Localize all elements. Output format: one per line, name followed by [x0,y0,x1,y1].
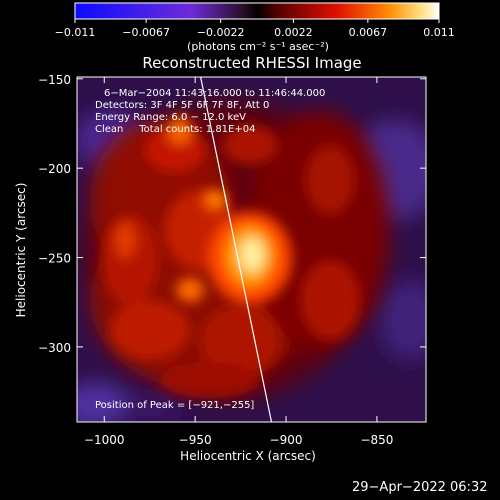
chart-title: Reconstructed RHESSI Image [142,54,361,72]
colorbar-tick-label: −0.011 [55,26,96,39]
colorbar: −0.011 −0.0067 −0.0022 0.0022 0.0067 0.011 (p… [55,2,455,53]
colorbar-tick-label: 0.0022 [274,26,313,39]
colorbar-tick-label: 0.0067 [349,26,388,39]
plot-frame [76,76,427,423]
peak-position-label: Position of Peak = [−921,−255] [95,400,254,411]
info-line-time: 6−Mar−2004 11:43:16.000 to 11:46:44.000 [104,88,325,99]
x-tick-label: −950 [179,433,212,447]
info-line-energy: Energy Range: 6.0 − 12.0 keV [95,112,246,123]
x-tick-label: −850 [360,433,393,447]
x-tick-label: −900 [270,433,303,447]
colorbar-ticks: −0.011 −0.0067 −0.0022 0.0022 0.0067 0.011 [55,19,455,39]
y-tick-label: −250 [38,252,71,266]
x-axis-label: Heliocentric X (arcsec) [180,449,316,463]
x-axis-ticks: −1000 −950 −900 −850 [84,77,393,447]
info-line-detectors: Detectors: 3F 4F 5F 6F 7F 8F, Att 0 [95,100,269,111]
solar-limb-line [200,77,273,422]
colorbar-tick-label: −0.0022 [197,26,245,39]
y-tick-label: −300 [38,341,71,355]
info-line-clean: Clean Total counts: 1.81E+04 [95,124,255,135]
colorbar-gradient [74,2,440,20]
y-tick-label: −200 [38,162,71,176]
colorbar-unit-label: (photons cm⁻² s⁻¹ asec⁻²) [187,40,329,53]
observation-info: 6−Mar−2004 11:43:16.000 to 11:46:44.000 … [95,88,325,135]
colorbar-tick-label: −0.0067 [122,26,170,39]
heatmap-image [77,77,426,422]
x-tick-label: −1000 [84,433,125,447]
y-tick-label: −150 [38,73,71,87]
timestamp: 29−Apr−2022 06:32 [352,480,488,495]
y-axis-label: Heliocentric Y (arcsec) [14,183,28,318]
y-axis-ticks: −150 −200 −250 −300 [38,73,426,355]
colorbar-tick-label: 0.011 [423,26,455,39]
